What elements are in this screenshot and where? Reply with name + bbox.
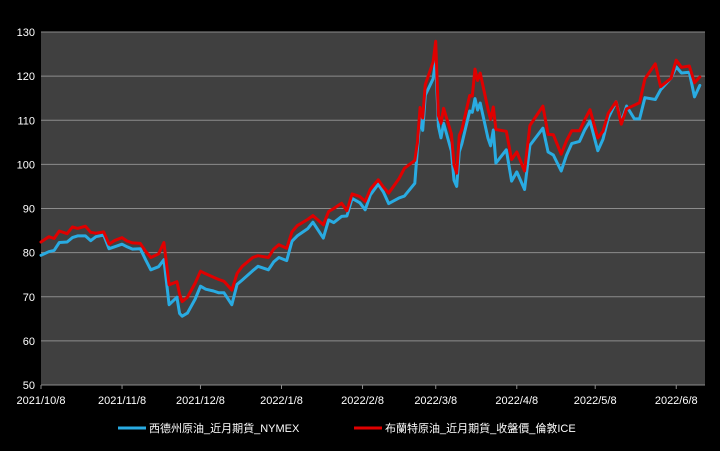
legend-label-2: 布蘭特原油_近月期貨_收盤價_倫敦ICE [385,421,576,435]
y-tick-label: 100 [17,159,35,171]
series-line-2 [39,39,702,304]
y-tick-label: 50 [23,380,35,392]
x-tick-label: 2022/4/8 [495,395,538,407]
axes: 50 60 70 80 90 100 110 120 130 2021/10/8 2021/11/8… [17,27,705,407]
y-tick-label: 70 [23,292,35,304]
legend: 西德州原油_近月期貨_NYMEX 布蘭特原油_近月期貨_收盤價_倫敦ICE [118,421,576,435]
y-tick-label: 120 [17,71,35,83]
x-tick-label: 2022/3/8 [414,395,457,407]
y-tick-label: 110 [17,115,35,127]
legend-label-1: 西德州原油_近月期貨_NYMEX [149,421,300,435]
x-tick-label: 2022/1/8 [260,395,303,407]
y-tick-label: 60 [23,336,35,348]
x-tick-label: 2021/11/8 [98,395,146,407]
series-line-1 [39,58,702,318]
gridlines [41,31,705,342]
y-tick-label: 90 [23,204,35,216]
x-tick-label: 2022/2/8 [341,395,384,407]
y-tick-label: 130 [17,27,35,39]
x-tick-label: 2021/10/8 [17,395,66,407]
y-tick-label: 80 [23,248,35,260]
x-tick-label: 2021/12/8 [176,395,225,407]
x-tick-label: 2022/6/8 [655,395,698,407]
series-lines [39,39,702,318]
x-tick-label: 2022/5/8 [574,395,617,407]
